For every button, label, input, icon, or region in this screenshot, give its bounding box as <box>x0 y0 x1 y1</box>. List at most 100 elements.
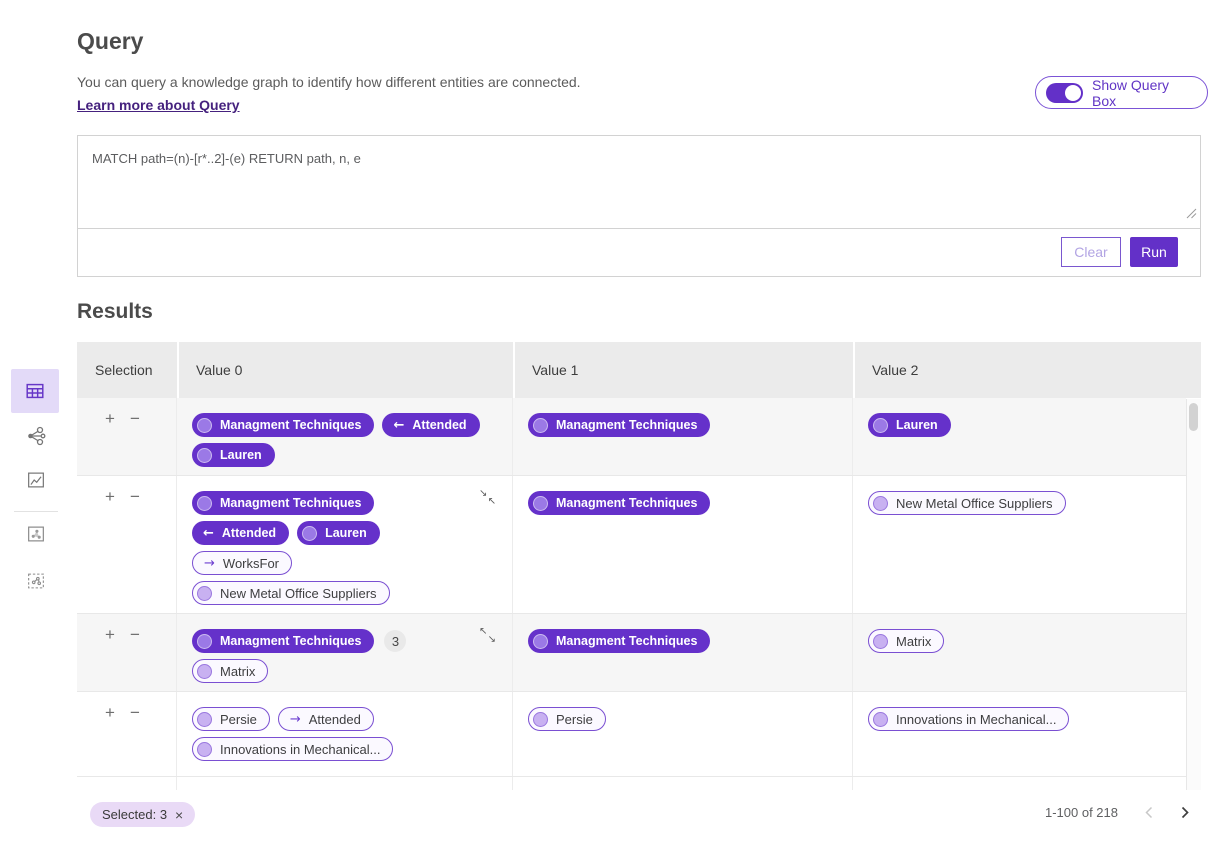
column-header-value2: Value 2 <box>853 342 1201 398</box>
table-scrollbar <box>1186 399 1201 790</box>
graph-icon <box>24 424 48 448</box>
sidebar-item-graph[interactable] <box>24 424 48 448</box>
pill-line: Innovations in Mechanical... <box>868 707 1172 731</box>
value-cell: Managment Techniques <box>513 614 853 691</box>
edge-pill[interactable]: → Attended <box>277 707 374 731</box>
arrow-right-icon: → <box>204 555 215 571</box>
node-pill[interactable]: Managment Techniques <box>192 413 375 437</box>
add-to-selection-button[interactable]: + <box>105 409 115 428</box>
node-pill[interactable]: Lauren <box>868 413 951 437</box>
sidebar-item-table[interactable] <box>11 369 59 413</box>
pill-label: Managment Techniques <box>556 418 698 432</box>
page-title: Query <box>77 28 144 54</box>
pill-label: WorksFor <box>222 555 280 571</box>
node-pill[interactable]: Persie <box>192 707 270 731</box>
pill-line: ← Attended Lauren <box>192 521 498 545</box>
pill-label: Innovations in Mechanical... <box>220 741 381 757</box>
node-pill[interactable]: Innovations in Mechanical... <box>868 707 1070 731</box>
node-circle-icon <box>197 495 212 511</box>
node-pill[interactable]: Innovations in Mechanical... <box>192 737 394 761</box>
count-badge[interactable]: 3 <box>384 630 407 652</box>
node-pill[interactable]: Matrix <box>192 659 269 683</box>
edge-pill[interactable]: ← Attended <box>382 413 480 437</box>
add-to-selection-button[interactable]: + <box>105 789 115 790</box>
resize-grip-icon[interactable] <box>1186 206 1197 224</box>
pagination-range-label: 1-100 of 218 <box>1044 805 1118 820</box>
selection-box-icon <box>25 570 47 592</box>
sidebar-divider <box>14 511 58 512</box>
toggle-switch-icon[interactable] <box>1046 82 1083 103</box>
pill-label: Lauren <box>896 418 938 432</box>
row-selection-cell: +− <box>77 777 177 790</box>
arrow-left-icon: ← <box>203 525 214 541</box>
query-input[interactable]: MATCH path=(n)-[r*..2]-(e) RETURN path, … <box>78 136 1200 228</box>
run-button[interactable]: Run <box>1130 237 1178 267</box>
table-icon <box>24 380 46 402</box>
node-circle-icon <box>873 495 888 511</box>
collapse-icon[interactable]: ↘ ↖ <box>479 488 496 507</box>
node-circle-icon <box>533 495 548 511</box>
node-circle-icon <box>197 741 212 757</box>
remove-from-selection-button[interactable]: − <box>130 789 140 790</box>
page-description: You can query a knowledge graph to ident… <box>77 74 581 90</box>
value-cell: Persie <box>513 692 853 776</box>
table-footer: Selected: 3 × 1-100 of 218 <box>0 790 1208 851</box>
selected-count-chip[interactable]: Selected: 3 × <box>90 802 196 827</box>
scrollbar-thumb[interactable] <box>1189 403 1198 431</box>
learn-more-link[interactable]: Learn more about Query <box>77 97 240 113</box>
node-pill[interactable]: New Metal Office Suppliers <box>868 491 1066 515</box>
node-pill[interactable]: Managment Techniques <box>192 629 375 653</box>
edge-pill[interactable]: ← Attended <box>192 521 290 545</box>
table-header: Selection Value 0 Value 1 Value 2 <box>77 342 1201 398</box>
pill-label: Lauren <box>220 448 262 462</box>
pill-line: Managment Techniques <box>528 491 838 515</box>
node-pill[interactable]: Matrix <box>868 629 945 653</box>
row-selection-cell: +− <box>77 692 177 776</box>
remove-from-selection-button[interactable]: − <box>129 703 140 722</box>
value-cell: Lauren <box>853 398 1186 475</box>
next-page-icon[interactable] <box>1180 806 1190 819</box>
node-pill[interactable]: Lauren <box>192 443 275 467</box>
pill-label: Persie <box>220 711 257 727</box>
node-pill[interactable]: Managment Techniques <box>192 491 375 515</box>
node-pill[interactable]: Lauren <box>297 521 380 545</box>
toggle-label: Show Query Box <box>1092 76 1170 109</box>
show-query-box-toggle[interactable]: Show Query Box <box>1035 76 1208 109</box>
close-icon[interactable]: × <box>175 806 184 823</box>
results-table: Selection Value 0 Value 1 Value 2 + − Mana… <box>77 342 1201 790</box>
remove-from-selection-button[interactable]: − <box>129 409 140 428</box>
remove-from-selection-button[interactable]: − <box>129 487 140 506</box>
previous-page-icon[interactable] <box>1144 806 1154 819</box>
pill-line: New Metal Office Suppliers <box>192 581 498 605</box>
remove-from-selection-button[interactable]: − <box>129 625 140 644</box>
add-to-selection-button[interactable]: + <box>105 625 115 644</box>
value-cell: Managment Techniques ← Attended Lauren <box>177 398 513 475</box>
node-pill[interactable]: New Metal Office Suppliers <box>192 581 390 605</box>
pill-line: Managment Techniques <box>528 413 838 437</box>
pill-line: Matrix <box>868 629 1172 653</box>
node-pill[interactable]: Managment Techniques <box>528 413 711 437</box>
pill-line: Innovations in Mechanical... <box>192 737 498 761</box>
sidebar-item-boxed-graph[interactable] <box>24 522 48 546</box>
edge-pill[interactable]: → WorksFor <box>192 551 293 575</box>
sidebar-item-chart[interactable] <box>24 468 48 492</box>
expand-icon[interactable]: ↖ ↘ <box>479 626 496 645</box>
pill-label: Matrix <box>896 633 932 649</box>
node-pill[interactable]: Managment Techniques <box>528 491 711 515</box>
node-pill[interactable]: Managment Techniques <box>528 629 711 653</box>
table-row: + − Managment Techniques ← Attended Lauren Man… <box>77 398 1186 476</box>
node-circle-icon <box>302 525 318 541</box>
table-row: + − Managment Techniques 3 Matrix ↖ ↘ Managment… <box>77 614 1186 692</box>
node-pill[interactable]: Persie <box>528 707 606 731</box>
add-to-selection-button[interactable]: + <box>105 487 115 506</box>
row-selection-cell: +− <box>77 476 177 613</box>
query-textarea-wrap: MATCH path=(n)-[r*..2]-(e) RETURN path, … <box>78 136 1200 229</box>
sidebar-item-selection-box[interactable] <box>24 569 48 593</box>
clear-button[interactable]: Clear <box>1061 237 1121 267</box>
add-to-selection-button[interactable]: + <box>105 703 115 722</box>
pill-line: Persie <box>528 707 838 731</box>
table-row: +− <box>77 777 1186 790</box>
column-header-value1: Value 1 <box>513 342 853 398</box>
query-actions: Clear Run <box>78 229 1200 275</box>
